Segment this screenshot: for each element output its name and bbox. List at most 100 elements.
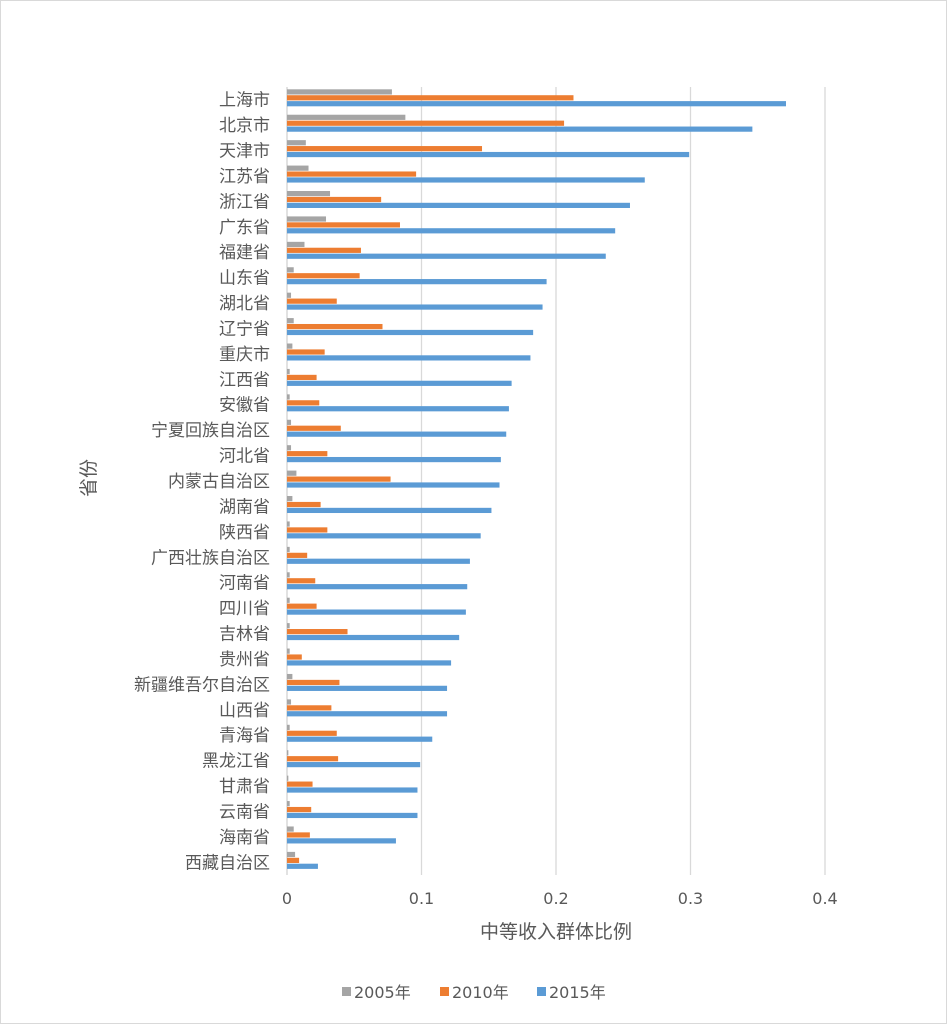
category-label: 内蒙古自治区: [168, 472, 270, 492]
bar-2005年-湖北省: [287, 292, 292, 298]
bar-2010年-辽宁省: [287, 323, 383, 330]
bar-2010年-湖北省: [287, 298, 337, 304]
bar-2010年-西藏自治区: [287, 857, 300, 863]
bar-2010年-广西壮族自治区: [287, 552, 308, 558]
bar-2005年-河北省: [287, 445, 292, 451]
bar-2010年-甘肃省: [287, 781, 313, 787]
bar-2005年-贵州省: [287, 648, 290, 654]
bar-2015年-宁夏回族自治区: [287, 431, 507, 437]
bar-2010年-内蒙古自治区: [287, 476, 391, 482]
bar-2010年-海南省: [287, 832, 310, 838]
bar-2005年-西藏自治区: [287, 851, 296, 858]
category-label: 广东省: [219, 218, 270, 238]
bar-2005年-福建省: [287, 241, 305, 248]
bar-2005年-青海省: [287, 724, 290, 730]
category-label: 天津市: [219, 142, 270, 162]
bar-2015年-上海市: [287, 101, 786, 107]
bar-2015年-江西省: [287, 380, 512, 386]
legend-swatch: [342, 987, 351, 996]
bar-2005年-山东省: [287, 267, 294, 273]
bar-2015年-云南省: [287, 812, 418, 819]
bar-2005年-辽宁省: [287, 318, 294, 324]
bar-2010年-河南省: [287, 578, 316, 584]
category-label: 安徽省: [219, 396, 270, 416]
bars: [287, 89, 786, 869]
bar-2015年-河北省: [287, 456, 501, 463]
bar-2005年-浙江省: [287, 190, 331, 197]
bar-2010年-安徽省: [287, 400, 320, 406]
bar-2005年-广东省: [287, 216, 327, 222]
bar-2015年-安徽省: [287, 406, 509, 412]
y-axis-title: 省份: [78, 459, 100, 497]
bar-2005年-宁夏回族自治区: [287, 419, 292, 425]
bar-2015年-湖南省: [287, 507, 492, 514]
bar-2010年-江西省: [287, 374, 317, 381]
bar-2015年-吉林省: [287, 634, 460, 641]
category-label: 甘肃省: [219, 777, 270, 797]
bar-2015年-北京市: [287, 126, 753, 132]
bar-2010年-河北省: [287, 451, 328, 457]
bar-2005年-江西省: [287, 368, 290, 375]
bar-2015年-内蒙古自治区: [287, 482, 500, 488]
bar-2010年-上海市: [287, 95, 574, 101]
category-label: 广西壮族自治区: [151, 548, 270, 568]
category-label: 陕西省: [219, 523, 270, 543]
bar-2010年-四川省: [287, 603, 317, 609]
bar-2015年-陕西省: [287, 533, 481, 539]
bar-2015年-山西省: [287, 711, 448, 717]
category-label: 辽宁省: [219, 319, 270, 339]
bar-2005年-天津市: [287, 140, 306, 146]
legend: 2005年 2010年 2015年: [342, 983, 606, 1002]
bar-2010年-宁夏回族自治区: [287, 425, 341, 431]
bar-2015年-广西壮族自治区: [287, 558, 470, 564]
bar-2005年-吉林省: [287, 623, 290, 629]
category-label: 青海省: [219, 726, 270, 746]
category-label: 福建省: [219, 243, 270, 263]
bar-2005年-山西省: [287, 699, 292, 705]
category-label: 江苏省: [219, 167, 270, 187]
category-label: 宁夏回族自治区: [151, 421, 270, 441]
category-label: 新疆维吾尔自治区: [134, 675, 270, 695]
bar-2010年-天津市: [287, 146, 483, 152]
x-axis-title: 中等收入群体比例: [480, 921, 632, 943]
bar-2005年-安徽省: [287, 394, 290, 400]
bar-2005年-上海市: [287, 89, 392, 95]
category-label: 河北省: [219, 447, 270, 467]
bar-2005年-甘肃省: [287, 775, 289, 781]
bar-2005年-新疆维吾尔自治区: [287, 673, 293, 680]
bar-2010年-贵州省: [287, 654, 302, 660]
bar-2015年-四川省: [287, 609, 466, 615]
category-label: 湖北省: [219, 294, 270, 314]
bar-2010年-浙江省: [287, 196, 382, 203]
legend-swatch: [537, 987, 546, 996]
bar-2015年-天津市: [287, 151, 690, 158]
legend-label: 2005年: [354, 983, 411, 1002]
bar-2015年-福建省: [287, 253, 606, 259]
bar-2010年-江苏省: [287, 171, 417, 177]
bar-2010年-山西省: [287, 705, 332, 711]
bar-2015年-辽宁省: [287, 329, 534, 336]
category-label: 上海市: [219, 91, 270, 111]
category-labels: 上海市北京市天津市江苏省浙江省广东省福建省山东省湖北省辽宁省重庆市江西省安徽省宁…: [134, 91, 270, 874]
bar-2010年-黑龙江省: [287, 756, 339, 762]
category-label: 贵州省: [219, 650, 270, 670]
bar-2015年-浙江省: [287, 202, 630, 208]
category-label: 黑龙江省: [202, 752, 270, 772]
category-label: 江西省: [219, 370, 270, 390]
x-tick-label: 0: [282, 889, 292, 908]
legend-label: 2010年: [452, 983, 509, 1002]
bar-2010年-湖南省: [287, 501, 321, 508]
bar-2010年-福建省: [287, 247, 361, 253]
bar-2005年-广西壮族自治区: [287, 546, 290, 553]
bar-2010年-吉林省: [287, 629, 348, 635]
bar-2015年-重庆市: [287, 355, 531, 361]
category-label: 山西省: [219, 701, 270, 721]
category-label: 河南省: [219, 574, 270, 594]
bar-2015年-广东省: [287, 228, 616, 234]
category-label: 山东省: [219, 269, 270, 289]
category-label: 北京市: [219, 116, 270, 136]
category-label: 湖南省: [219, 497, 270, 517]
bar-2015年-甘肃省: [287, 787, 418, 793]
x-tick-label: 0.1: [409, 889, 434, 908]
